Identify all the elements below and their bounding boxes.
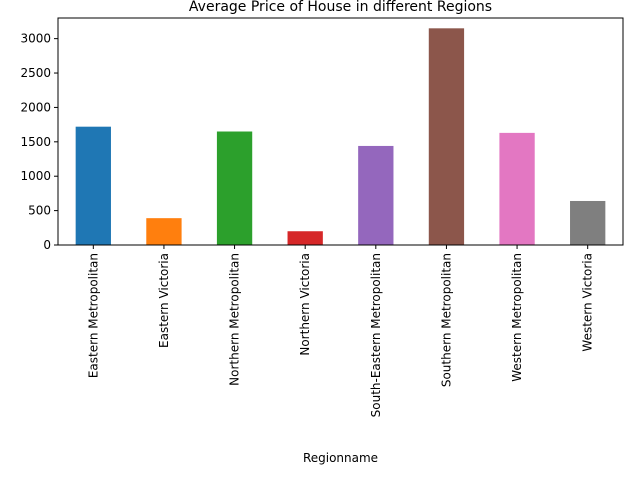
- y-tick-label: 1500: [20, 135, 51, 149]
- bars-group: [75, 28, 606, 246]
- chart-title: Average Price of House in different Regi…: [189, 0, 492, 15]
- bar-western-metropolitan: [499, 132, 535, 245]
- plot-area-frame: [57, 17, 624, 246]
- x-tick-label: Northern Victoria: [298, 253, 312, 356]
- bar-eastern-metropolitan: [75, 126, 111, 245]
- x-tick-label: Eastern Metropolitan: [86, 253, 100, 378]
- y-tick-label: 2000: [20, 100, 51, 114]
- y-tick-label: 2500: [20, 66, 51, 80]
- bar-south-eastern-metropolitan: [358, 145, 394, 245]
- y-tick-label: 500: [28, 204, 51, 218]
- x-tick-label: Western Victoria: [581, 253, 595, 352]
- bar-northern-victoria: [287, 231, 323, 245]
- bar-northern-metropolitan: [216, 131, 253, 245]
- x-tick-label: Southern Metropolitan: [439, 253, 453, 387]
- y-tick-label: 3000: [20, 32, 51, 46]
- bar-eastern-victoria: [146, 218, 182, 245]
- x-tick-label: South-Eastern Metropolitan: [369, 253, 383, 417]
- x-axis: Eastern Metropolitan Eastern Victoria Nort…: [86, 245, 595, 417]
- y-axis: 0 500 1000 1500 2000 2500 3000: [20, 32, 58, 252]
- x-axis-title: Regionname: [303, 451, 378, 465]
- y-tick-label: 0: [43, 238, 51, 252]
- y-tick-label: 1000: [20, 169, 51, 183]
- x-tick-label: Western Metropolitan: [510, 253, 524, 382]
- bar-southern-metropolitan: [428, 28, 465, 246]
- x-tick-label: Northern Metropolitan: [228, 253, 242, 386]
- bar-western-victoria: [570, 200, 606, 245]
- x-tick-label: Eastern Victoria: [157, 253, 171, 348]
